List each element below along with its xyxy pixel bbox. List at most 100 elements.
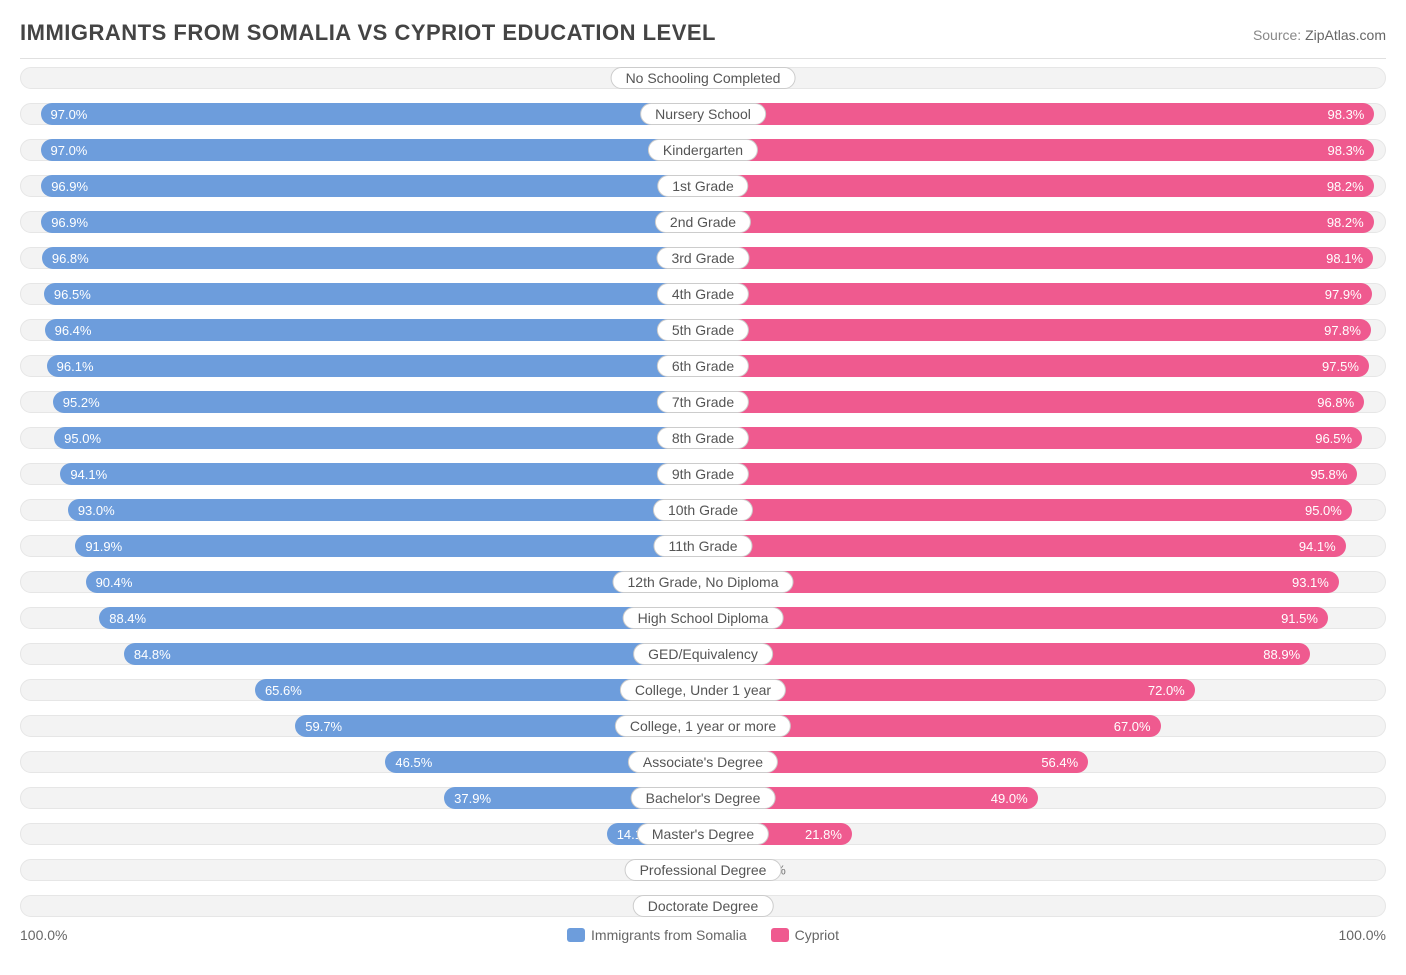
bar-right: 98.3% [703,103,1374,125]
bar-right: 91.5% [703,607,1328,629]
category-label: 7th Grade [657,391,749,413]
bar-right: 95.0% [703,499,1352,521]
bar-left: 97.0% [41,103,704,125]
chart-row: 96.4%97.8%5th Grade [20,315,1386,345]
bar-left: 94.1% [60,463,703,485]
category-label: No Schooling Completed [611,67,796,89]
chart-row: 95.0%96.5%8th Grade [20,423,1386,453]
bar-right: 96.8% [703,391,1364,413]
legend-label-left: Immigrants from Somalia [591,927,747,943]
bar-left: 96.8% [42,247,703,269]
track-right [703,895,1386,917]
bar-right: 94.1% [703,535,1346,557]
category-label: 11th Grade [653,535,752,557]
legend-label-right: Cypriot [795,927,839,943]
chart-row: 88.4%91.5%High School Diploma [20,603,1386,633]
track-left [20,859,703,881]
bar-right: 88.9% [703,643,1310,665]
bar-left: 96.9% [41,175,703,197]
bar-left: 96.5% [44,283,703,305]
category-label: 2nd Grade [655,211,751,233]
bar-right: 98.2% [703,211,1374,233]
chart-row: 4.1%6.9%Professional Degree [20,855,1386,885]
bar-left: 97.0% [41,139,704,161]
category-label: Nursery School [640,103,766,125]
chart-row: 14.1%21.8%Master's Degree [20,819,1386,849]
chart-row: 96.8%98.1%3rd Grade [20,243,1386,273]
chart-row: 84.8%88.9%GED/Equivalency [20,639,1386,669]
chart-row: 1.8%2.6%Doctorate Degree [20,891,1386,921]
bar-right: 97.9% [703,283,1372,305]
category-label: High School Diploma [623,607,784,629]
chart-row: 90.4%93.1%12th Grade, No Diploma [20,567,1386,597]
category-label: 8th Grade [657,427,749,449]
source-label: Source: [1253,27,1301,43]
bar-left: 93.0% [68,499,703,521]
track-left [20,895,703,917]
category-label: Master's Degree [637,823,769,845]
chart-source: Source: ZipAtlas.com [1253,27,1386,43]
source-value: ZipAtlas.com [1305,27,1386,43]
bar-right: 96.5% [703,427,1362,449]
chart-row: 93.0%95.0%10th Grade [20,495,1386,525]
bar-right: 95.8% [703,463,1357,485]
bar-right: 97.8% [703,319,1371,341]
bar-right: 98.1% [703,247,1373,269]
chart-row: 59.7%67.0%College, 1 year or more [20,711,1386,741]
chart-row: 94.1%95.8%9th Grade [20,459,1386,489]
track-left [20,823,703,845]
chart-row: 95.2%96.8%7th Grade [20,387,1386,417]
category-label: 10th Grade [653,499,753,521]
chart-title: IMMIGRANTS FROM SOMALIA VS CYPRIOT EDUCA… [20,20,716,46]
axis-max-left: 100.0% [20,927,67,943]
bar-left: 96.1% [47,355,703,377]
chart-row: 3.0%1.7%No Schooling Completed [20,63,1386,93]
category-label: 12th Grade, No Diploma [613,571,794,593]
chart-footer: 100.0% Immigrants from Somalia Cypriot 1… [20,927,1386,943]
bar-right: 98.2% [703,175,1374,197]
bar-right: 93.1% [703,571,1339,593]
track-right [703,859,1386,881]
category-label: 9th Grade [657,463,749,485]
category-label: 1st Grade [657,175,748,197]
chart-row: 96.5%97.9%4th Grade [20,279,1386,309]
bar-left: 96.9% [41,211,703,233]
bar-left: 91.9% [75,535,703,557]
category-label: College, Under 1 year [620,679,786,701]
diverging-bar-chart: 3.0%1.7%No Schooling Completed97.0%98.3%… [20,58,1386,921]
category-label: 6th Grade [657,355,749,377]
category-label: 4th Grade [657,283,749,305]
category-label: Bachelor's Degree [631,787,776,809]
category-label: 3rd Grade [656,247,749,269]
category-label: Professional Degree [625,859,782,881]
bar-left: 95.0% [54,427,703,449]
legend-swatch-left [567,928,585,942]
bar-left: 96.4% [45,319,703,341]
chart-row: 97.0%98.3%Nursery School [20,99,1386,129]
category-label: GED/Equivalency [633,643,773,665]
bar-right: 97.5% [703,355,1369,377]
bar-left: 95.2% [53,391,703,413]
category-label: Doctorate Degree [633,895,774,917]
chart-row: 37.9%49.0%Bachelor's Degree [20,783,1386,813]
chart-row: 91.9%94.1%11th Grade [20,531,1386,561]
chart-row: 65.6%72.0%College, Under 1 year [20,675,1386,705]
legend-item-right: Cypriot [771,927,839,943]
category-label: 5th Grade [657,319,749,341]
bar-left: 90.4% [86,571,703,593]
category-label: Associate's Degree [628,751,778,773]
category-label: College, 1 year or more [615,715,791,737]
chart-header: IMMIGRANTS FROM SOMALIA VS CYPRIOT EDUCA… [20,20,1386,46]
category-label: Kindergarten [648,139,758,161]
chart-row: 97.0%98.3%Kindergarten [20,135,1386,165]
chart-row: 96.1%97.5%6th Grade [20,351,1386,381]
bar-left: 84.8% [124,643,703,665]
axis-max-right: 100.0% [1339,927,1386,943]
legend-swatch-right [771,928,789,942]
track-right [703,67,1386,89]
chart-row: 96.9%98.2%2nd Grade [20,207,1386,237]
legend-item-left: Immigrants from Somalia [567,927,747,943]
chart-row: 96.9%98.2%1st Grade [20,171,1386,201]
bar-right: 98.3% [703,139,1374,161]
chart-legend: Immigrants from Somalia Cypriot [67,927,1338,943]
